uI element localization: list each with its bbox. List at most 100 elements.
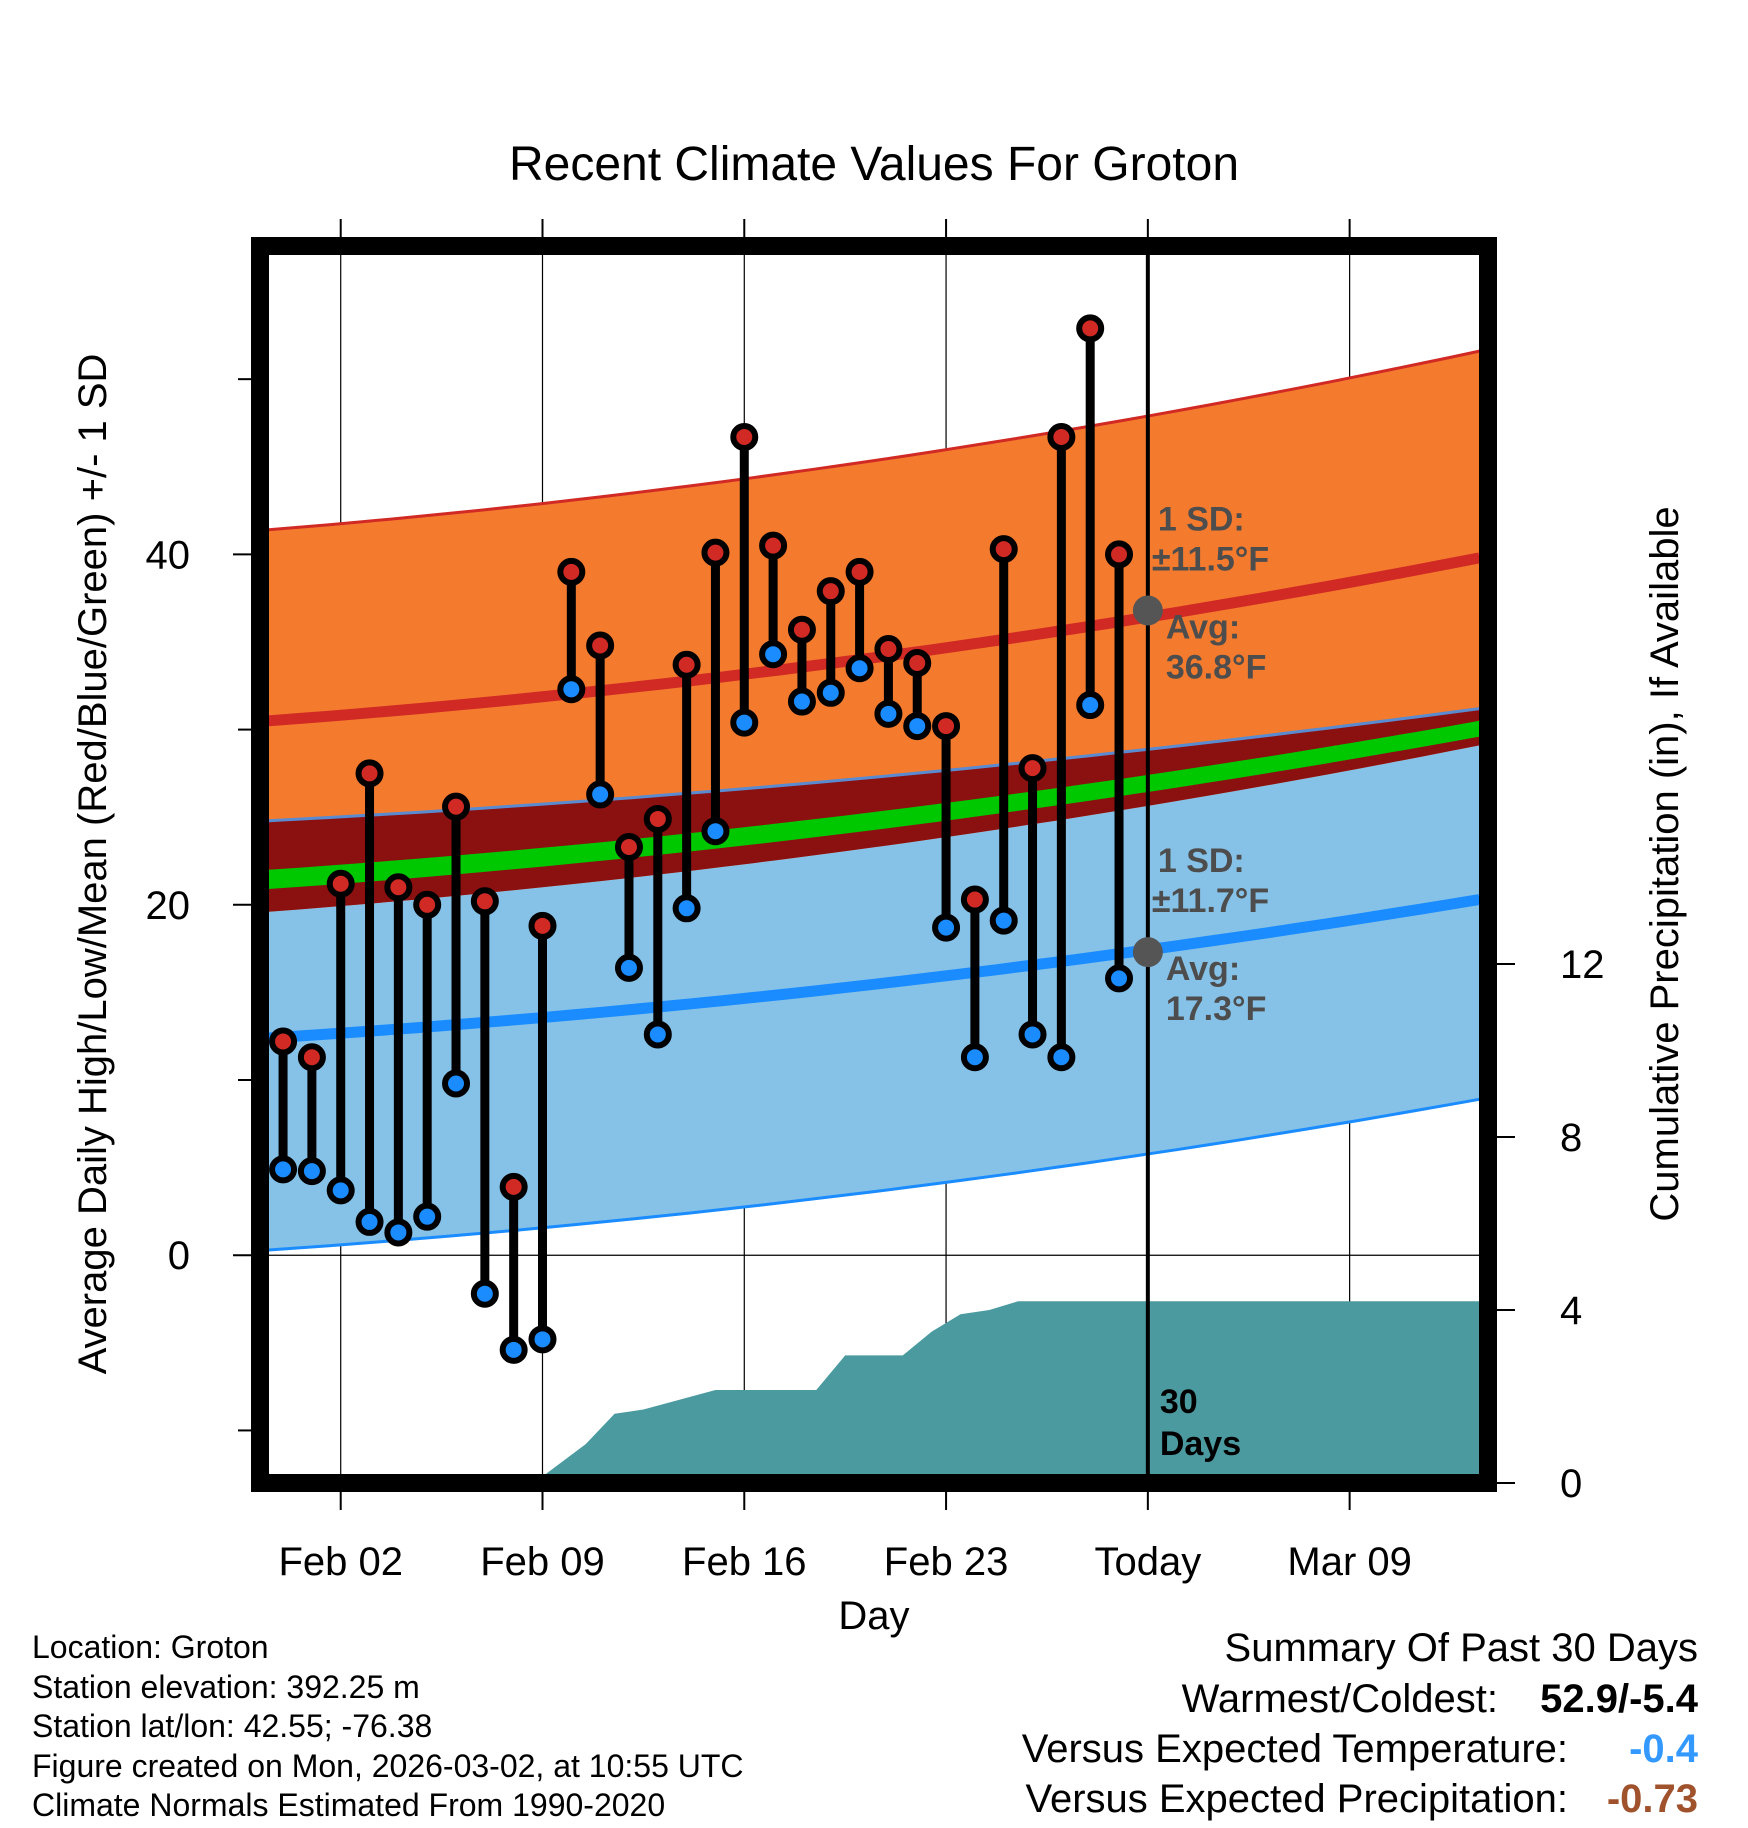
daily-high-point: [499, 1172, 528, 1201]
daily-high-point: [730, 422, 759, 451]
precip-vs-expected-label: Versus Expected Precipitation:: [1025, 1777, 1568, 1821]
daily-high-point: [701, 538, 730, 567]
days-word-label: Days: [1160, 1425, 1241, 1463]
daily-high-point: [1105, 540, 1134, 569]
daily-low-point: [384, 1218, 413, 1247]
x-tick-label: Today: [1094, 1540, 1201, 1584]
low-upper-line: [268, 707, 1480, 823]
normal-bands: [268, 349, 1481, 1252]
daily-high-point: [1047, 422, 1076, 451]
y2-tick-label: 4: [1560, 1289, 1582, 1333]
daily-high-point: [528, 911, 557, 940]
daily-low-point: [326, 1176, 355, 1205]
latlon-text: Station lat/lon: 42.55; -76.38: [32, 1708, 432, 1744]
daily-low-point: [1047, 1043, 1076, 1072]
chart-title: Recent Climate Values For Groton: [509, 138, 1239, 191]
daily-low-point: [586, 780, 615, 809]
daily-low-point: [1018, 1020, 1047, 1049]
daily-high-point: [384, 873, 413, 902]
daily-low-point: [874, 699, 903, 728]
x-tick-label: Feb 16: [682, 1540, 807, 1584]
daily-low-point: [989, 906, 1018, 935]
created-text: Figure created on Mon, 2026-03-02, at 10…: [32, 1748, 744, 1784]
daily-high-point: [470, 887, 499, 916]
x-tick-label: Mar 09: [1287, 1540, 1412, 1584]
elevation-text: Station elevation: 392.25 m: [32, 1669, 420, 1705]
daily-low-point: [730, 708, 759, 737]
plot-frame: [251, 237, 1497, 1492]
daily-high-point: [586, 631, 615, 660]
daily-low-point: [787, 687, 816, 716]
low-sd-value: ±11.7°F: [1152, 882, 1269, 920]
daily-high-point: [643, 804, 672, 833]
daily-high-point: [759, 531, 788, 560]
x-tick-label: Feb 09: [480, 1540, 605, 1584]
high-sd-label: 1 SD:: [1158, 500, 1245, 538]
daily-high-point: [816, 577, 845, 606]
daily-high-point: [672, 650, 701, 679]
daily-high-point: [903, 649, 932, 678]
daily-low-point: [499, 1335, 528, 1364]
daily-high-point: [557, 557, 586, 586]
high-average-today-marker: [1132, 595, 1163, 626]
warmest-label: Warmest/Coldest:: [1182, 1677, 1498, 1721]
daily-high-point: [989, 535, 1018, 564]
location-text: Location: Groton: [32, 1629, 269, 1665]
daily-range-bars: [269, 314, 1134, 1364]
warmest-value: 52.9/-5.4: [1540, 1677, 1699, 1721]
daily-low-point: [1076, 691, 1105, 720]
daily-high-point: [442, 792, 471, 821]
daily-high-point: [413, 890, 442, 919]
daily-low-point: [960, 1043, 989, 1072]
y-axis-label: Average Daily High/Low/Mean (Red/Blue/Gr…: [71, 354, 115, 1375]
daily-low-point: [557, 675, 586, 704]
daily-high-point: [787, 615, 816, 644]
daily-low-point: [845, 654, 874, 683]
daily-high-point: [932, 712, 961, 741]
low-avg-label: Avg:: [1166, 950, 1240, 988]
high-average-line: [268, 552, 1481, 727]
daily-high-point: [355, 759, 384, 788]
y2-axis-label: Cumulative Precipitation (in), If Availa…: [1643, 506, 1687, 1221]
daily-low-point: [614, 953, 643, 982]
daily-low-point: [672, 894, 701, 923]
daily-low-point: [816, 678, 845, 707]
low-avg-value: 17.3°F: [1166, 990, 1267, 1028]
daily-high-point: [960, 885, 989, 914]
high-sd-value: ±11.5°F: [1152, 540, 1269, 578]
daily-high-point: [874, 634, 903, 663]
y2-tick-label: 12: [1560, 943, 1605, 987]
x-tick-label: Feb 02: [278, 1540, 403, 1584]
mean-sd-band: [268, 720, 1480, 889]
high-avg-value: 36.8°F: [1166, 648, 1267, 686]
y-tick-label: 40: [146, 533, 191, 577]
axis-ticks: Feb 02 Feb 09 Feb 16 Feb 23 Today Mar 0902040…: [146, 219, 1605, 1584]
daily-low-point: [269, 1155, 298, 1184]
daily-low-point: [442, 1069, 471, 1098]
low-average-line: [268, 894, 1481, 1044]
y-tick-label: 0: [168, 1234, 190, 1278]
daily-high-point: [1018, 754, 1047, 783]
daily-high-point: [614, 832, 643, 861]
daily-low-point: [355, 1207, 384, 1236]
daily-low-point: [1105, 964, 1134, 993]
summary-title: Summary Of Past 30 Days: [1225, 1626, 1698, 1670]
y2-tick-label: 0: [1560, 1462, 1582, 1506]
daily-low-point: [528, 1325, 557, 1354]
daily-low-point: [413, 1202, 442, 1231]
daily-low-point: [903, 712, 932, 741]
daily-low-point: [470, 1279, 499, 1308]
x-axis-label: Day: [838, 1594, 909, 1638]
daily-low-point: [297, 1157, 326, 1186]
x-tick-label: Feb 23: [884, 1540, 1009, 1584]
daily-high-point: [326, 869, 355, 898]
daily-low-point: [643, 1020, 672, 1049]
cumulative-precip-area: [260, 1301, 1488, 1483]
low-lower-line: [268, 1097, 1480, 1252]
y-tick-label: 20: [146, 884, 191, 928]
temp-vs-expected-value: -0.4: [1629, 1727, 1699, 1771]
low-sd-label: 1 SD:: [1158, 842, 1245, 880]
